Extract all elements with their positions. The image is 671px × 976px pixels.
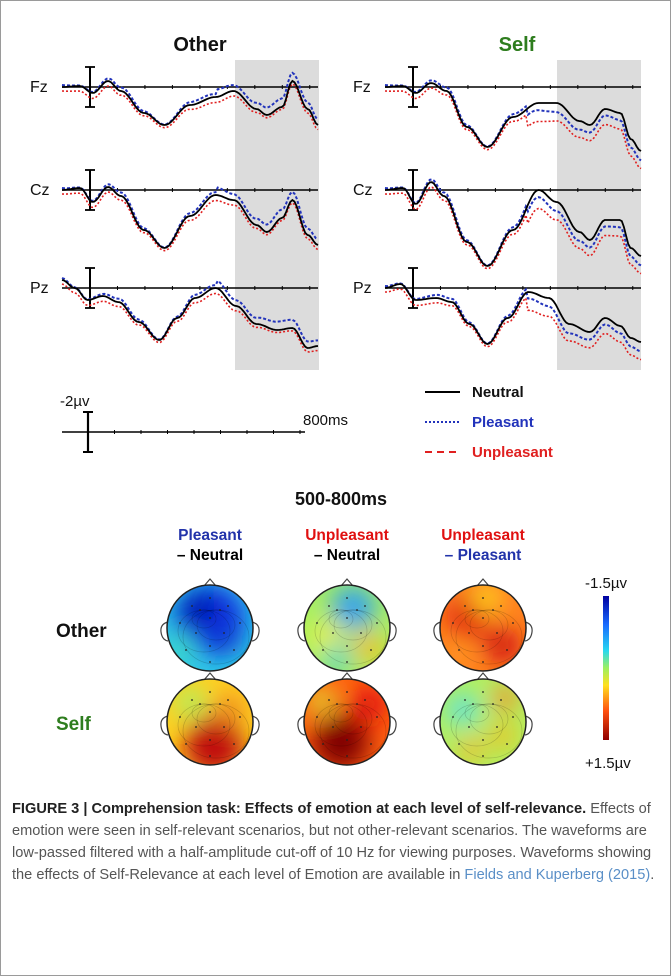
topomap-other-pleasant-neutral <box>160 578 260 672</box>
scale-amplitude-label: -2µv <box>60 393 90 410</box>
topomap-self-unpleasant-neutral <box>297 672 397 766</box>
other-pz-pleasant-line <box>61 277 319 343</box>
topomap-other-unpleasant-pleasant <box>433 578 533 672</box>
other-pz-neutral-line <box>61 279 319 349</box>
self-pz-pleasant-line <box>384 282 642 353</box>
self-fz-waveform: Fz <box>353 66 642 170</box>
scale-bar: -2µv 800ms <box>60 393 348 453</box>
topomap-self-pleasant-neutral <box>160 672 260 766</box>
self-cz-waveform: Cz <box>353 169 642 275</box>
self-fz-neutral-line <box>385 82 642 152</box>
electrode-label-self-fz: Fz <box>353 79 371 96</box>
contrast-3-bottom: – Pleasant <box>445 547 522 564</box>
other-cz-unpleasant-line <box>61 191 319 252</box>
panel-title-self: Self <box>499 34 536 56</box>
contrast-3-top: Unpleasant <box>441 527 525 544</box>
topomap-self-unpleasant-pleasant <box>433 672 533 766</box>
self-fz-pleasant-line <box>384 79 642 162</box>
legend-pleasant: Pleasant <box>472 414 534 431</box>
panel-title-other: Other <box>173 34 227 56</box>
contrast-2-bottom: – Neutral <box>314 547 380 564</box>
other-fz-neutral-line <box>62 79 319 126</box>
legend-unpleasant: Unpleasant <box>472 444 553 461</box>
other-fz-waveform: Fz <box>30 66 319 131</box>
self-fz-unpleasant-line <box>384 87 642 170</box>
row-label-self: Self <box>56 714 92 735</box>
colorbar-bottom-label: +1.5µv <box>585 755 631 772</box>
other-cz-pleasant-line <box>61 183 319 249</box>
shaded-window-self <box>557 60 641 370</box>
electrode-label-other-cz: Cz <box>30 182 50 199</box>
electrode-label-other-fz: Fz <box>30 79 48 96</box>
contrast-1-top: Pleasant <box>178 527 242 544</box>
electrode-label-other-pz: Pz <box>30 280 49 297</box>
waveform-group: Fz Cz Pz Fz Cz Pz <box>30 66 642 361</box>
colorbar <box>603 596 609 740</box>
caption-end: . <box>650 867 655 883</box>
electrode-label-self-pz: Pz <box>353 280 372 297</box>
scale-time-label: 800ms <box>303 412 348 429</box>
self-pz-neutral-line <box>384 283 642 345</box>
electrode-label-self-cz: Cz <box>353 182 373 199</box>
topomap-other-unpleasant-neutral <box>297 578 397 672</box>
row-label-other: Other <box>56 621 107 642</box>
self-cz-pleasant-line <box>384 178 642 267</box>
other-pz-unpleasant-line <box>61 283 319 353</box>
colorbar-top-label: -1.5µv <box>585 575 627 592</box>
other-cz-waveform: Cz <box>30 169 319 252</box>
topomap-group <box>160 578 533 766</box>
self-cz-neutral-line <box>384 181 642 267</box>
self-cz-unpleasant-line <box>384 186 642 275</box>
caption-title: FIGURE 3 | Comprehension task: Effects o… <box>12 801 587 817</box>
contrast-2-top: Unpleasant <box>305 527 389 544</box>
legend: Neutral Pleasant Unpleasant <box>425 384 553 461</box>
shaded-window-other <box>235 60 319 370</box>
window-label: 500-800ms <box>295 489 387 509</box>
figure-3-graphic: Other Self Fz Cz Pz Fz Cz Pz -2µv 800ms Neutr… <box>30 34 642 772</box>
other-pz-waveform: Pz <box>30 267 319 353</box>
legend-neutral: Neutral <box>472 384 524 401</box>
other-fz-unpleasant-line <box>61 82 319 131</box>
other-cz-neutral-line <box>61 186 319 249</box>
self-pz-waveform: Pz <box>353 267 642 361</box>
figure-caption: FIGURE 3 | Comprehension task: Effects o… <box>12 798 657 886</box>
caption-citation-link[interactable]: Fields and Kuperberg (2015) <box>464 867 651 883</box>
caption-text: Effects of emotion were seen in self-rel… <box>12 801 652 883</box>
contrast-1-bottom: – Neutral <box>177 547 243 564</box>
self-pz-unpleasant-line <box>385 288 642 361</box>
